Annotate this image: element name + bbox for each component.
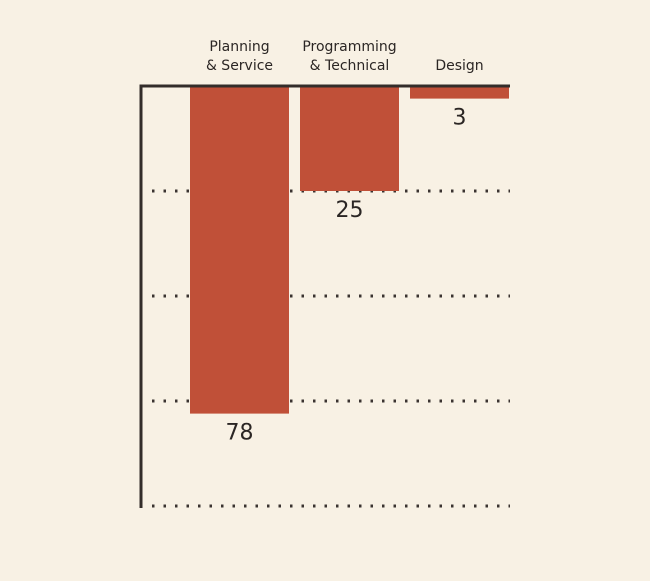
bar	[190, 86, 289, 414]
category-label: Programming & Technical	[302, 39, 396, 74]
value-label: 3	[453, 106, 467, 131]
label-layer: Planning & Service Programming & Technical D…	[206, 39, 484, 446]
bar-layer	[190, 86, 509, 414]
category-label: Planning & Service	[206, 39, 273, 74]
value-label: 25	[336, 198, 364, 223]
bar	[300, 86, 399, 191]
bar	[410, 86, 509, 99]
axis-layer	[139, 84, 510, 508]
category-label: Design	[435, 58, 483, 74]
value-label: 78	[226, 421, 254, 446]
